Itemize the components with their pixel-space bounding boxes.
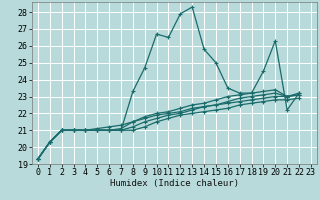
- X-axis label: Humidex (Indice chaleur): Humidex (Indice chaleur): [110, 179, 239, 188]
